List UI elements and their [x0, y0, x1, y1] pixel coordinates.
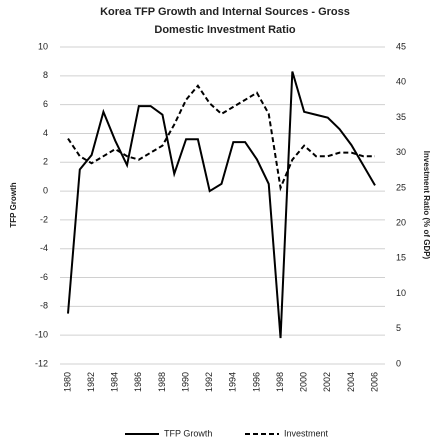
y2-tick-label: 10 [396, 288, 406, 298]
x-tick-label: 1988 [157, 372, 167, 392]
y2-axis-label: Investment Ratio (% of GDP) [422, 151, 431, 260]
x-tick-label: 2002 [322, 372, 332, 392]
x-tick-label: 2000 [299, 372, 309, 392]
chart-title: Korea TFP Growth and Internal Sources - … [100, 6, 350, 18]
y-tick-label: -12 [35, 358, 48, 368]
x-tick-label: 1998 [275, 372, 285, 392]
x-tick-label: 2004 [346, 372, 356, 392]
y2-tick-label: 25 [396, 182, 406, 192]
x-tick-label: 1984 [110, 372, 120, 392]
x-tick-label: 1990 [180, 372, 190, 392]
y2-tick-label: 40 [396, 77, 406, 87]
y2-tick-label: 20 [396, 217, 406, 227]
y2-tick-label: 5 [396, 323, 401, 333]
y2-tick-label: 15 [396, 253, 406, 263]
y-tick-label: 6 [43, 99, 48, 109]
y-tick-label: 10 [38, 41, 48, 51]
y2-tick-label: 0 [396, 358, 401, 368]
y-axis-label: TFP Growth [9, 182, 18, 227]
chart-title: Domestic Investment Ratio [154, 24, 295, 36]
y2-tick-label: 45 [396, 41, 406, 51]
y-tick-label: -2 [40, 214, 48, 224]
y-tick-label: 0 [43, 185, 48, 195]
y-tick-label: -4 [40, 243, 48, 253]
legend-label: TFP Growth [164, 428, 212, 438]
line [67, 84, 375, 192]
x-tick-label: 1994 [228, 372, 238, 392]
legend-label: Investment [284, 428, 329, 438]
y-tick-label: 8 [43, 70, 48, 80]
y-tick-label: -8 [40, 301, 48, 311]
y-tick-label: -10 [35, 330, 48, 340]
y-tick-label: 4 [43, 128, 48, 138]
x-tick-label: 1982 [86, 372, 96, 392]
x-tick-label: 1996 [251, 372, 261, 392]
y2-tick-label: 30 [396, 147, 406, 157]
y-tick-label: -6 [40, 272, 48, 282]
x-tick-label: 1980 [62, 372, 72, 392]
y-tick-label: 2 [43, 157, 48, 167]
x-tick-label: 1992 [204, 372, 214, 392]
x-tick-label: 2006 [369, 372, 379, 392]
y2-tick-label: 35 [396, 112, 406, 122]
x-tick-label: 1986 [133, 372, 143, 392]
line [67, 71, 376, 339]
